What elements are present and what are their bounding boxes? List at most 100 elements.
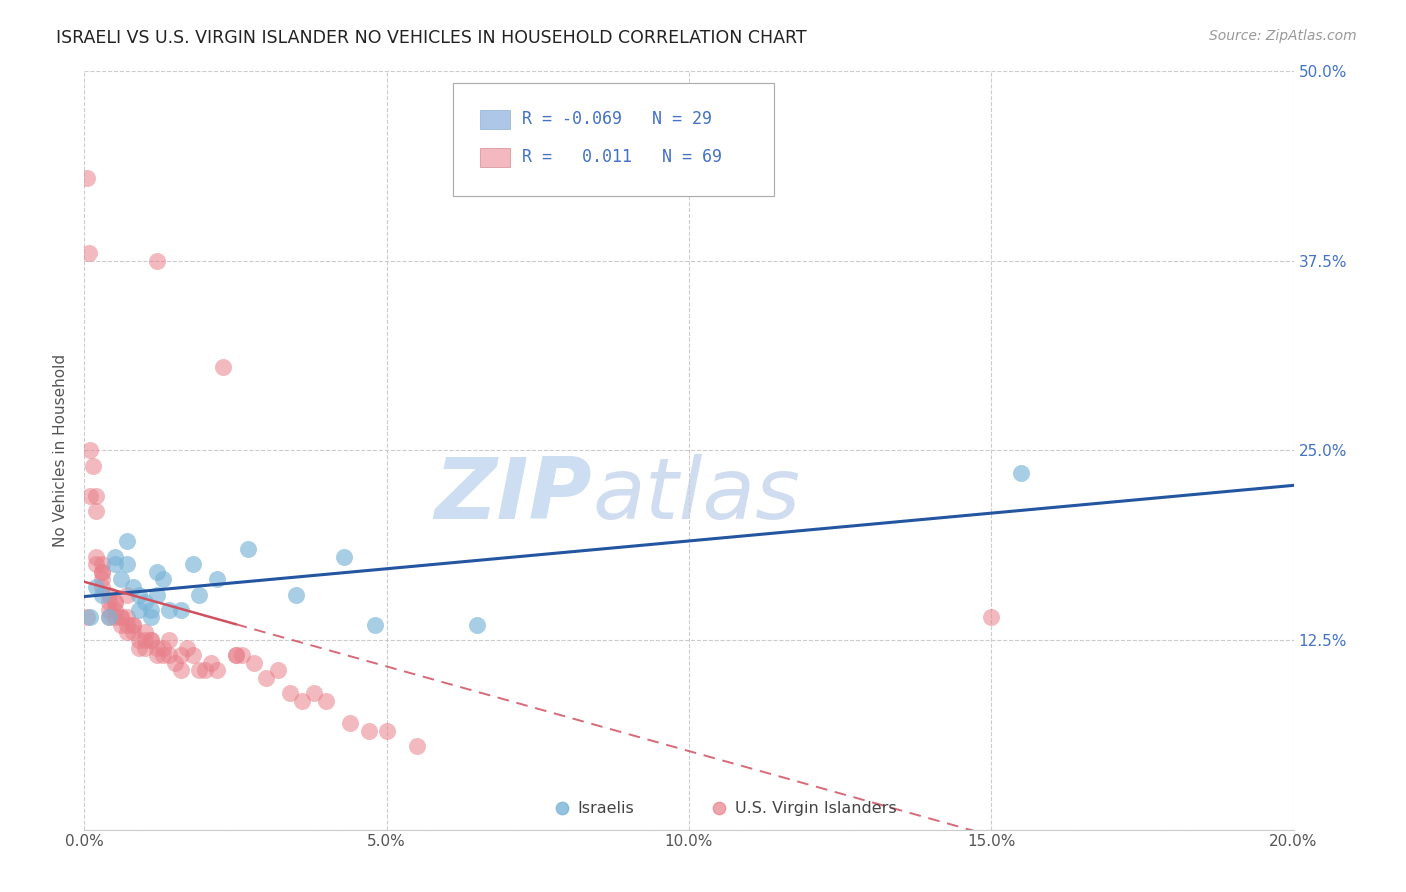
Point — [212, 359, 235, 375]
Point — [86, 489, 108, 503]
Point — [79, 610, 101, 624]
Point — [170, 664, 193, 678]
Point — [200, 656, 222, 670]
Point — [980, 610, 1002, 624]
Point — [104, 610, 127, 624]
Point — [146, 648, 169, 662]
Point — [157, 603, 180, 617]
Point — [152, 648, 174, 662]
Point — [467, 617, 489, 632]
Point — [110, 610, 132, 624]
Point — [176, 640, 198, 655]
Point — [104, 557, 127, 572]
Point — [406, 739, 429, 753]
Point — [291, 694, 314, 708]
Point — [157, 648, 180, 662]
Point — [333, 549, 356, 564]
Point — [121, 617, 143, 632]
Point — [121, 625, 143, 640]
Point — [242, 656, 264, 670]
Point — [91, 557, 114, 572]
Point — [128, 633, 150, 648]
Point — [170, 648, 193, 662]
Point — [97, 603, 120, 617]
Point — [134, 595, 156, 609]
Point — [134, 625, 156, 640]
Point — [188, 588, 211, 602]
Point — [128, 588, 150, 602]
Point — [152, 640, 174, 655]
Point — [315, 694, 337, 708]
Point — [121, 580, 143, 594]
Point — [146, 565, 169, 579]
Point — [152, 573, 174, 587]
Point — [77, 246, 100, 260]
Point — [207, 664, 229, 678]
Point — [121, 617, 143, 632]
Point — [181, 648, 204, 662]
Point — [146, 253, 169, 268]
Point — [231, 648, 253, 662]
Point — [104, 595, 127, 609]
Text: atlas: atlas — [592, 454, 800, 538]
Point — [128, 603, 150, 617]
Point — [91, 565, 114, 579]
Text: Source: ZipAtlas.com: Source: ZipAtlas.com — [1209, 29, 1357, 43]
Point — [285, 588, 308, 602]
Point — [97, 595, 120, 609]
Point — [134, 633, 156, 648]
Point — [110, 573, 132, 587]
Point — [115, 617, 138, 632]
Point — [97, 610, 120, 624]
FancyBboxPatch shape — [479, 147, 510, 167]
Text: ZIP: ZIP — [434, 454, 592, 538]
Point — [82, 458, 104, 473]
Point — [170, 603, 193, 617]
Point — [86, 580, 108, 594]
Point — [86, 549, 108, 564]
Point — [128, 640, 150, 655]
Point — [165, 656, 187, 670]
Point — [357, 724, 380, 739]
Point — [115, 625, 138, 640]
Point — [91, 588, 114, 602]
Point — [79, 489, 101, 503]
Point — [236, 542, 259, 557]
Text: R = -0.069   N = 29: R = -0.069 N = 29 — [522, 110, 711, 128]
Point — [97, 610, 120, 624]
Point — [139, 633, 162, 648]
Text: R =   0.011   N = 69: R = 0.011 N = 69 — [522, 148, 723, 166]
Point — [139, 603, 162, 617]
Point — [86, 504, 108, 518]
Point — [188, 664, 211, 678]
Point — [76, 610, 98, 624]
Point — [134, 640, 156, 655]
Point — [146, 588, 169, 602]
Point — [79, 443, 101, 458]
Point — [110, 617, 132, 632]
FancyBboxPatch shape — [453, 83, 773, 196]
Y-axis label: No Vehicles in Household: No Vehicles in Household — [53, 354, 69, 547]
Point — [104, 603, 127, 617]
Point — [157, 633, 180, 648]
Point — [104, 549, 127, 564]
Point — [91, 580, 114, 594]
Point — [207, 573, 229, 587]
Point — [339, 716, 361, 731]
Point — [76, 170, 98, 185]
Point — [104, 595, 127, 609]
Point — [194, 664, 217, 678]
Point — [278, 686, 301, 700]
Point — [363, 617, 385, 632]
Point — [225, 648, 247, 662]
Text: U.S. Virgin Islanders: U.S. Virgin Islanders — [735, 801, 897, 816]
Point — [86, 557, 108, 572]
Point — [254, 671, 277, 685]
Text: Israelis: Israelis — [578, 801, 634, 816]
FancyBboxPatch shape — [479, 110, 510, 128]
Point — [115, 610, 138, 624]
Point — [110, 610, 132, 624]
Point — [181, 557, 204, 572]
Point — [139, 610, 162, 624]
Point — [225, 648, 247, 662]
